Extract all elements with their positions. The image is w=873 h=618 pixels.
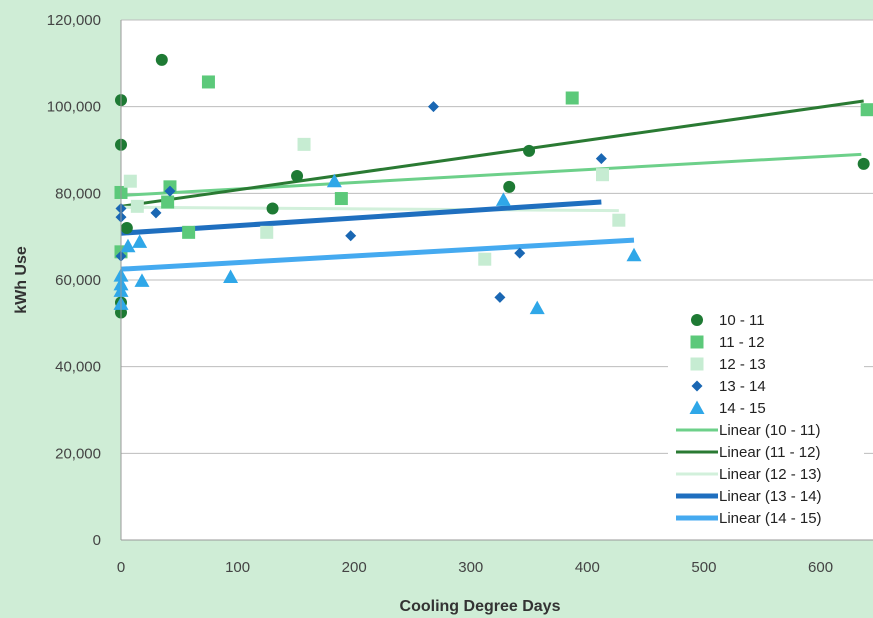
y-tick-label: 0 <box>93 532 101 549</box>
y-tick-label: 100,000 <box>47 99 101 116</box>
y-axis: 0 20,000 40,000 60,000 80,000 100,000 120,000 <box>47 12 122 549</box>
legend: 10 - 11 11 - 12 12 - 13 13 - 14 14 - 15 Linea… <box>668 305 864 537</box>
legend-marker <box>689 400 705 414</box>
legend-label: Linear (14 - 15) <box>719 510 822 527</box>
data-point <box>857 157 870 170</box>
legend-label: 13 - 14 <box>719 378 766 395</box>
data-point <box>529 300 545 315</box>
legend-label: Linear (13 - 14) <box>719 488 822 505</box>
data-point <box>596 168 610 182</box>
data-point <box>150 207 162 219</box>
trendline <box>120 237 635 272</box>
gridlines <box>121 19 873 454</box>
data-point <box>291 170 304 182</box>
legend-marker <box>691 314 703 326</box>
data-point <box>612 213 626 227</box>
data-point <box>130 199 144 213</box>
y-tick-label: 40,000 <box>55 359 101 376</box>
data-point <box>223 269 239 283</box>
x-tick-label: 400 <box>575 559 600 576</box>
legend-label: 10 - 11 <box>719 312 765 329</box>
data-point <box>494 291 506 303</box>
x-tick-label: 300 <box>458 559 483 576</box>
data-point <box>626 247 642 262</box>
x-tick-label: 200 <box>342 559 367 576</box>
data-point <box>120 222 133 234</box>
data-point <box>123 174 137 188</box>
data-point <box>266 202 279 215</box>
data-point <box>495 192 511 206</box>
data-point <box>478 252 492 266</box>
y-tick-label: 80,000 <box>55 185 101 202</box>
data-point <box>297 137 311 151</box>
y-tick-label: 60,000 <box>55 272 101 289</box>
data-point <box>161 195 175 209</box>
legend-label: Linear (11 - 12) <box>719 444 820 461</box>
legend-marker <box>690 357 704 371</box>
trendline <box>120 205 619 213</box>
data-point <box>514 247 526 259</box>
data-point <box>134 273 150 287</box>
data-points <box>113 53 873 319</box>
data-point <box>595 153 607 165</box>
data-point <box>326 173 342 188</box>
data-point <box>427 101 439 113</box>
data-point <box>132 234 148 248</box>
trendline <box>120 199 602 236</box>
data-point <box>345 230 357 242</box>
legend-label: 12 - 13 <box>719 356 766 373</box>
legend-marker <box>690 335 704 349</box>
legend-marker <box>691 380 703 392</box>
trendlines <box>120 99 864 272</box>
y-axis-title: kWh Use <box>13 246 30 314</box>
data-point <box>120 238 136 253</box>
data-point <box>164 185 176 197</box>
data-point <box>860 103 873 117</box>
legend-label: Linear (10 - 11) <box>719 422 820 439</box>
data-point <box>260 225 274 239</box>
data-point <box>155 53 168 66</box>
data-point <box>334 192 348 206</box>
x-tick-label: 0 <box>117 559 125 576</box>
x-tick-label: 500 <box>691 559 716 576</box>
data-point <box>565 91 579 105</box>
data-point <box>201 75 215 89</box>
data-point <box>503 180 516 193</box>
legend-label: 14 - 15 <box>719 400 766 417</box>
trendline <box>120 99 864 208</box>
x-axis: 0 100 200 300 400 500 600 <box>117 539 873 576</box>
legend-label: Linear (12 - 13) <box>719 466 822 483</box>
x-tick-label: 600 <box>808 559 833 576</box>
legend-label: 11 - 12 <box>719 334 765 351</box>
data-point <box>182 225 196 239</box>
x-axis-title: Cooling Degree Days <box>400 598 561 615</box>
y-tick-label: 20,000 <box>55 445 101 462</box>
data-point <box>523 144 536 157</box>
x-tick-label: 100 <box>225 559 250 576</box>
y-tick-label: 120,000 <box>47 12 101 29</box>
